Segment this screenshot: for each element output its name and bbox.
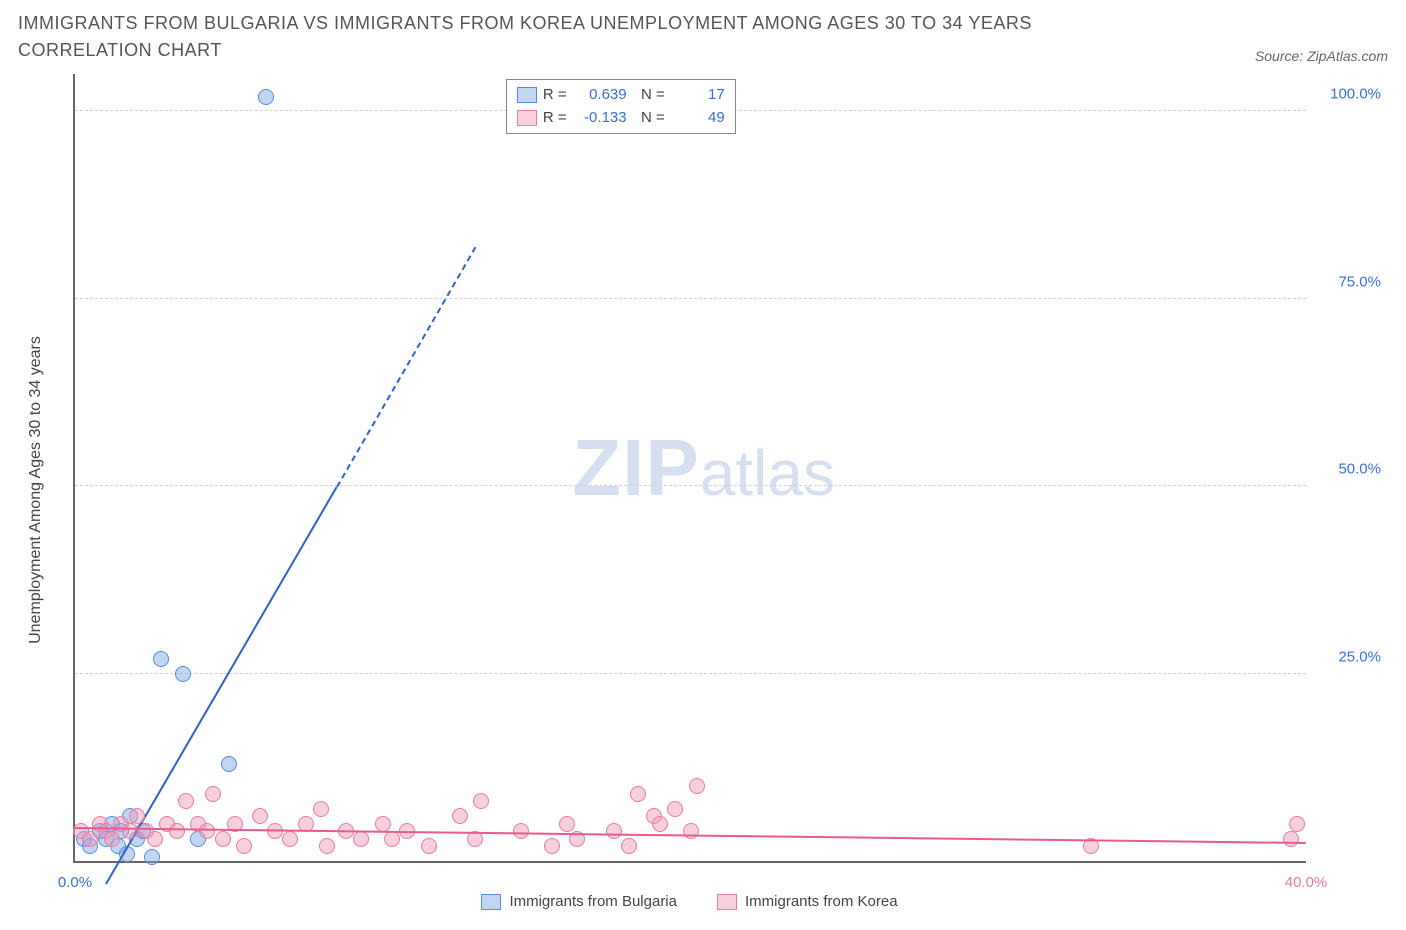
data-point (559, 816, 575, 832)
data-point (452, 808, 468, 824)
legend-swatch (717, 894, 737, 910)
data-point (82, 831, 98, 847)
data-point (353, 831, 369, 847)
legend-n-value: 17 (671, 84, 725, 107)
data-point (236, 838, 252, 854)
legend-n-value: 49 (671, 107, 725, 130)
bottom-legend: Immigrants from Bulgaria Immigrants from … (73, 893, 1306, 910)
data-point (258, 89, 274, 105)
y-tick-label: 75.0% (1311, 273, 1381, 290)
watermark-zip: ZIP (572, 423, 699, 512)
chart-header: IMMIGRANTS FROM BULGARIA VS IMMIGRANTS F… (0, 0, 1406, 68)
data-point (178, 793, 194, 809)
series-name: Immigrants from Korea (745, 893, 898, 910)
trend-line (336, 247, 476, 488)
y-tick-label: 50.0% (1311, 461, 1381, 478)
legend-n-label: N = (633, 84, 665, 107)
data-point (319, 838, 335, 854)
data-point (689, 778, 705, 794)
y-axis-label: Unemployment Among Ages 30 to 34 years (27, 336, 45, 644)
legend-n-label: N = (633, 107, 665, 130)
data-point (199, 823, 215, 839)
x-tick-label: 0.0% (58, 874, 92, 891)
x-tick-label-right: 40.0% (1285, 874, 1328, 891)
bottom-legend-item: Immigrants from Bulgaria (481, 893, 677, 910)
data-point (513, 823, 529, 839)
legend-r-label: R = (543, 84, 567, 107)
y-tick-label: 100.0% (1311, 86, 1381, 103)
data-point (421, 838, 437, 854)
chart-source: Source: ZipAtlas.com (1255, 48, 1388, 64)
data-point (630, 786, 646, 802)
data-point (175, 666, 191, 682)
data-point (282, 831, 298, 847)
gridline (75, 673, 1306, 674)
legend-r-value: 0.639 (573, 84, 627, 107)
y-tick-label: 25.0% (1311, 648, 1381, 665)
data-point (205, 786, 221, 802)
watermark: ZIPatlas (572, 422, 835, 514)
data-point (215, 831, 231, 847)
stats-legend: R = 0.639 N = 17 R = -0.133 N = 49 (506, 79, 736, 134)
data-point (621, 838, 637, 854)
data-point (606, 823, 622, 839)
data-point (147, 831, 163, 847)
data-point (1289, 816, 1305, 832)
series-name: Immigrants from Bulgaria (509, 893, 677, 910)
plot-region: ZIPatlas 100.0%75.0%50.0%25.0%0.0%40.0%R… (73, 74, 1306, 863)
data-point (544, 838, 560, 854)
legend-swatch (481, 894, 501, 910)
legend-r-label: R = (543, 107, 567, 130)
data-point (169, 823, 185, 839)
data-point (313, 801, 329, 817)
data-point (652, 816, 668, 832)
legend-swatch (517, 110, 537, 126)
watermark-atlas: atlas (700, 437, 835, 509)
data-point (667, 801, 683, 817)
data-point (683, 823, 699, 839)
bottom-legend-item: Immigrants from Korea (717, 893, 898, 910)
data-point (144, 849, 160, 865)
data-point (122, 823, 138, 839)
data-point (1283, 831, 1299, 847)
data-point (221, 756, 237, 772)
legend-swatch (517, 87, 537, 103)
chart-title: IMMIGRANTS FROM BULGARIA VS IMMIGRANTS F… (18, 10, 1118, 64)
legend-r-value: -0.133 (573, 107, 627, 130)
data-point (104, 831, 120, 847)
data-point (129, 808, 145, 824)
stats-legend-row: R = -0.133 N = 49 (517, 107, 725, 130)
data-point (473, 793, 489, 809)
stats-legend-row: R = 0.639 N = 17 (517, 84, 725, 107)
chart-area: Unemployment Among Ages 30 to 34 years Z… (18, 74, 1388, 906)
data-point (375, 816, 391, 832)
data-point (252, 808, 268, 824)
data-point (153, 651, 169, 667)
gridline (75, 485, 1306, 486)
gridline (75, 298, 1306, 299)
